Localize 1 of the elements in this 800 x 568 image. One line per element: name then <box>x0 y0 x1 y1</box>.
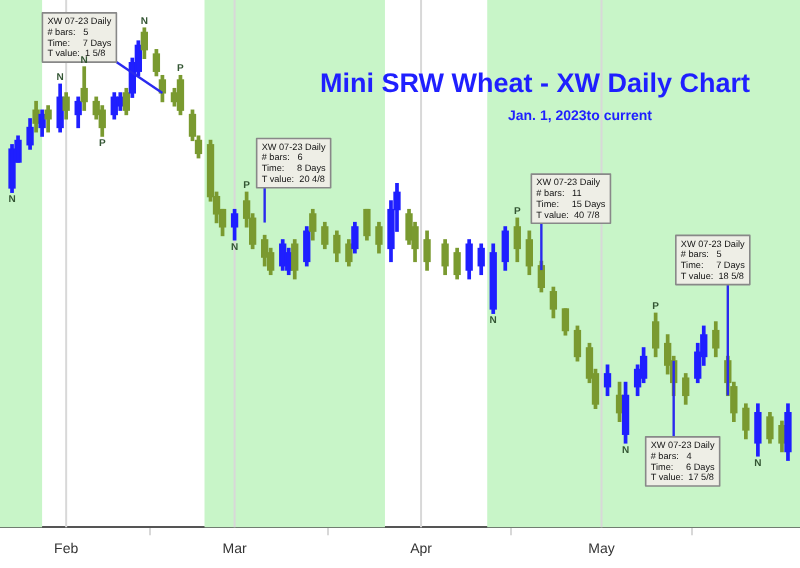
text: Mini SRW Wheat - XW Daily Chart <box>320 68 751 98</box>
